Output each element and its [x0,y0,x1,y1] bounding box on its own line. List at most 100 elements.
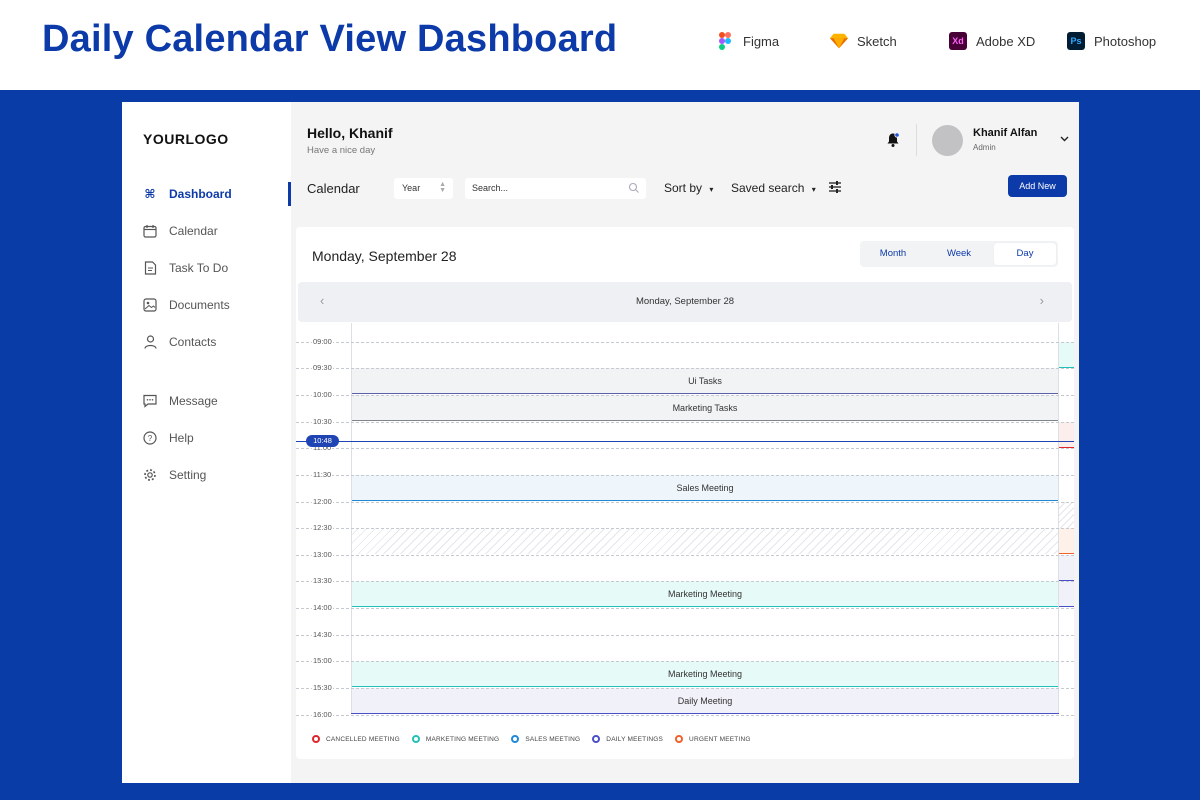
search-icon [628,182,640,194]
calendar-date-title: Monday, September 28 [312,248,457,264]
grid-line [296,661,1074,662]
legend-label: SALES MEETING [525,735,581,743]
year-select-label: Year [402,183,421,193]
user-name[interactable]: Khanif Alfan [973,127,1038,139]
top-banner: Daily Calendar View Dashboard Figma Sket… [0,0,1200,90]
search-placeholder: Search... [472,183,509,193]
tab-day[interactable]: Day [994,243,1056,265]
time-label: 12:30 [312,523,333,532]
grid-line [296,555,1074,556]
event-marketing-tasks[interactable]: Marketing Tasks [351,395,1059,421]
logo: YOURLOGO [143,131,229,147]
sort-by-dropdown[interactable]: Sort by ▾ [664,181,713,195]
time-label: 10:30 [312,417,333,426]
event-title: Marketing Meeting [667,669,743,679]
overflow-strip [1059,502,1074,528]
chevron-down-icon: ▾ [709,185,714,194]
sidebar-item-dashboard[interactable]: ⌘ Dashboard [142,184,231,204]
calendar-card: Monday, September 28 Month Week Day ‹ Mo… [296,227,1074,759]
event-ui-tasks[interactable]: Ui Tasks [351,368,1059,394]
sidebar-item-label: Message [169,394,218,408]
legend-dot [511,735,520,743]
year-select[interactable]: Year ▲ ▼ [394,178,453,199]
chevron-down-icon: ▾ [811,185,816,194]
add-new-button[interactable]: Add New [1008,175,1067,197]
time-label: 09:30 [312,363,333,372]
time-label: 13:00 [312,550,333,559]
view-switcher: Month Week Day [860,241,1058,267]
greeting: Hello, Khanif [307,125,393,141]
grid-divider [1058,323,1059,713]
saved-search-dropdown[interactable]: Saved search ▾ [731,181,816,195]
current-time-line [296,441,1074,442]
legend-label: URGENT MEETING [689,735,751,743]
day-navigator-label: Monday, September 28 [635,296,735,307]
sidebar-item-label: Help [169,431,194,445]
grid-line [296,342,1074,343]
sidebar-item-help[interactable]: ? Help [142,428,194,448]
chevron-right-icon[interactable]: › [1039,293,1044,308]
sidebar-item-setting[interactable]: Setting [142,465,206,485]
event-title: Marketing Tasks [672,403,738,413]
message-icon [142,393,158,409]
avatar[interactable] [932,125,963,156]
event-marketing-meeting[interactable]: Marketing Meeting [351,661,1059,687]
grid-line [296,688,1074,689]
sidebar-item-message[interactable]: Message [142,391,218,411]
calendar-icon [142,223,158,239]
event-title: Daily Meeting [677,696,733,706]
legend-item: SALES MEETING [511,735,580,743]
grid-line [296,581,1074,582]
chevron-left-icon[interactable]: ‹ [320,293,325,308]
document-icon [142,260,158,276]
grid-line [296,368,1074,369]
legend-label: MARKETING MEETING [425,735,500,743]
current-time-badge: 10:48 [306,435,339,447]
header-divider [916,124,917,156]
sidebar: YOURLOGO ⌘ Dashboard Calendar Task To Do… [122,102,291,783]
tool-label: Figma [743,33,780,49]
time-label: 15:30 [312,683,333,692]
grid-line [296,528,1074,529]
legend-item: CANCELLED MEETING [312,735,400,743]
chevron-down-icon[interactable] [1060,134,1069,145]
grid-line [296,715,1074,716]
sidebar-item-task-to-do[interactable]: Task To Do [142,258,228,278]
time-label: 09:00 [312,337,333,346]
figma-icon [716,32,734,50]
sort-arrows-icon: ▲ ▼ [439,181,446,194]
grid-line [296,395,1074,396]
greeting-subtitle: Have a nice day [307,145,376,156]
time-label: 13:30 [312,576,333,585]
grid-line [296,502,1074,503]
tab-month[interactable]: Month [879,248,907,259]
search-input[interactable]: Search... [465,178,646,199]
sort-by-label: Sort by [664,181,703,195]
filter-sliders-icon[interactable] [828,180,842,194]
event-marketing-meeting[interactable]: Marketing Meeting [351,581,1059,607]
tool-label: Sketch [857,33,897,49]
overflow-strip [1059,581,1074,607]
command-icon: ⌘ [144,187,156,201]
grid-line [296,635,1074,636]
event-daily-meeting[interactable]: Daily Meeting [351,688,1059,714]
time-label: 11:30 [312,470,333,479]
banner-title: Daily Calendar View Dashboard [42,18,618,60]
tab-week[interactable]: Week [946,248,972,259]
tool-figma: Figma [716,32,779,50]
legend: CANCELLED MEETING MARKETING MEETING SALE… [312,735,763,743]
image-icon [142,297,158,313]
grid-line [296,448,1074,449]
sidebar-item-contacts[interactable]: Contacts [142,332,216,352]
sidebar-item-calendar[interactable]: Calendar [142,221,218,241]
overflow-strip [1059,528,1074,554]
legend-dot [312,735,320,743]
notification-bell-icon[interactable] [886,132,900,148]
help-icon: ? [142,430,158,446]
legend-dot [411,735,420,743]
event-sales-meeting[interactable]: Sales Meeting [351,475,1059,501]
sidebar-item-documents[interactable]: Documents [142,295,230,315]
legend-item: DAILY MEETINGS [592,735,663,743]
grid-line [296,422,1074,423]
legend-dot [675,735,684,743]
